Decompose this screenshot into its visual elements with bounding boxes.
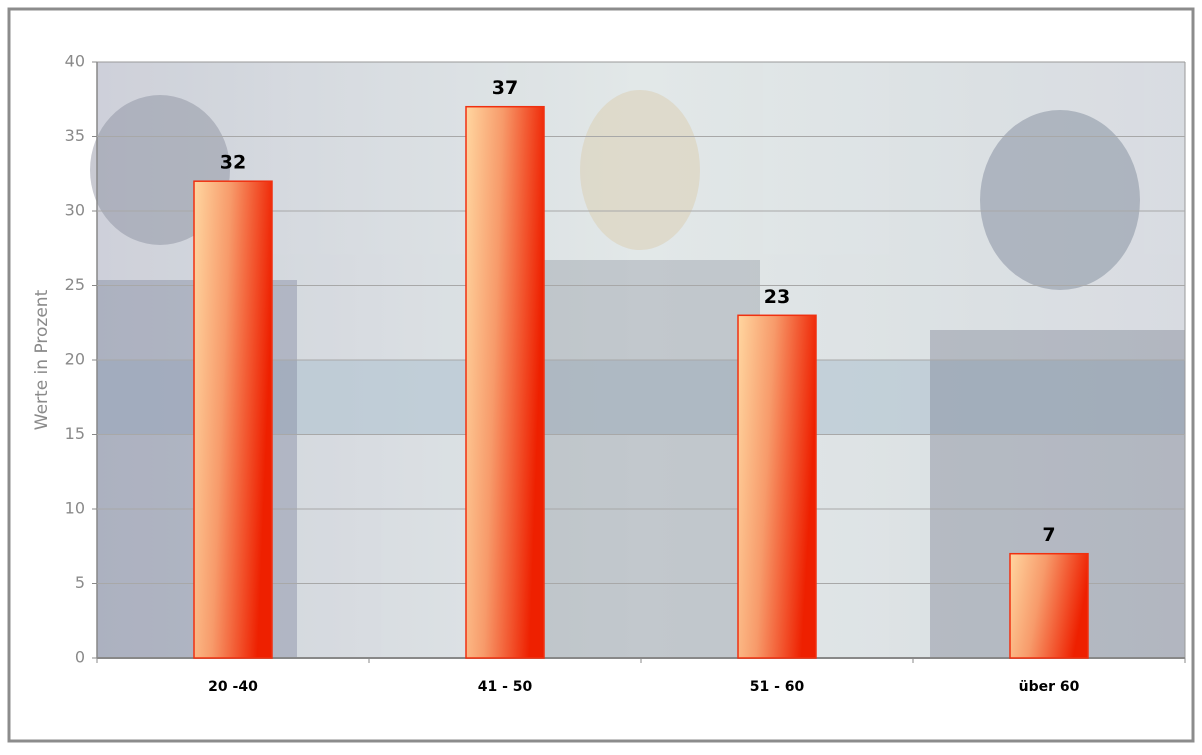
y-tick-label: 20 xyxy=(65,350,85,369)
bar xyxy=(737,314,817,659)
data-label: 37 xyxy=(492,77,518,99)
x-tick-label: 41 - 50 xyxy=(478,679,533,695)
x-tick-label: 20 -40 xyxy=(208,679,258,695)
data-label: 7 xyxy=(1042,524,1055,546)
bar xyxy=(1009,552,1089,659)
data-label: 23 xyxy=(764,286,790,308)
y-tick-label: 25 xyxy=(65,275,85,294)
y-tick-label: 35 xyxy=(65,126,85,145)
bar xyxy=(193,180,273,659)
y-tick-label: 15 xyxy=(65,424,85,443)
y-tick-label: 30 xyxy=(65,201,85,220)
x-tick-label: über 60 xyxy=(1019,679,1080,695)
data-label: 32 xyxy=(220,152,246,174)
y-tick-label: 5 xyxy=(75,573,85,592)
bar xyxy=(465,105,545,659)
x-tick-label: 51 - 60 xyxy=(750,679,805,695)
y-axis-label: Werte in Prozent xyxy=(32,289,52,430)
y-tick-label: 40 xyxy=(65,52,85,71)
y-tick-label: 0 xyxy=(75,648,85,667)
y-tick-label: 10 xyxy=(65,499,85,518)
